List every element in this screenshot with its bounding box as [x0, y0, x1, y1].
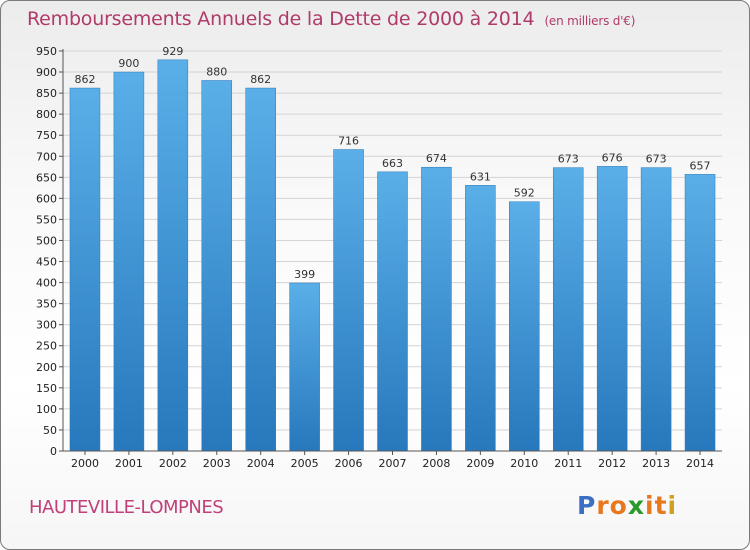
y-tick-label: 700 — [36, 150, 57, 163]
y-tick-label: 850 — [36, 87, 57, 100]
bar-2009 — [465, 185, 496, 452]
y-tick-label: 300 — [36, 319, 57, 332]
bar-2013 — [640, 167, 672, 452]
x-tick-label-2013: 2013 — [642, 457, 670, 470]
chart-title-text: Remboursements Annuels de la Dette de 20… — [27, 8, 535, 30]
bar-2008 — [421, 166, 452, 452]
chart-title: Remboursements Annuels de la Dette de 20… — [27, 8, 635, 30]
y-tick-label: 750 — [36, 129, 57, 142]
y-tick-label: 800 — [36, 108, 57, 121]
proxiti-logo: Proxiti — [577, 491, 677, 520]
y-tick-label: 950 — [36, 45, 57, 58]
bar-2002 — [157, 59, 189, 452]
logo-letter: x — [627, 491, 645, 520]
x-tick-label-2011: 2011 — [554, 457, 582, 470]
value-label-2005: 399 — [294, 268, 315, 281]
bar-2006 — [333, 149, 364, 452]
value-label-2008: 674 — [426, 152, 447, 165]
x-tick-label-2012: 2012 — [598, 457, 626, 470]
bar-2003 — [201, 80, 233, 452]
logo-letter: i — [645, 491, 655, 520]
value-label-2011: 673 — [558, 153, 579, 166]
y-tick-label: 250 — [36, 340, 57, 353]
logo-letter: o — [609, 491, 628, 520]
value-label-2002: 929 — [162, 45, 183, 58]
y-tick-label: 100 — [36, 403, 57, 416]
y-tick-label: 600 — [36, 192, 57, 205]
x-tick-label-2005: 2005 — [291, 457, 319, 470]
x-tick-label-2003: 2003 — [203, 457, 231, 470]
y-tick-label: 0 — [50, 445, 57, 458]
y-tick-label: 500 — [36, 234, 57, 247]
x-tick-label-2004: 2004 — [247, 457, 275, 470]
value-label-2000: 862 — [74, 73, 95, 86]
logo-letter: t — [654, 491, 668, 520]
x-tick-label-2000: 2000 — [71, 457, 99, 470]
value-label-2009: 631 — [470, 170, 491, 183]
commune-name: HAUTEVILLE-LOMPNES — [29, 497, 224, 518]
y-tick-label: 900 — [36, 66, 57, 79]
y-tick-label: 650 — [36, 171, 57, 184]
value-label-2014: 657 — [690, 159, 711, 172]
axes: 0 50 100 150 200 250 300 350 400 450 500 550 600 650 7… — [36, 45, 722, 470]
y-tick-label: 350 — [36, 298, 57, 311]
logo-letter: P — [577, 491, 597, 520]
value-label-2012: 676 — [602, 151, 623, 164]
x-tick-label-2014: 2014 — [686, 457, 714, 470]
y-tick-label: 50 — [43, 424, 57, 437]
bar-2004 — [245, 87, 276, 452]
bar-series — [69, 59, 716, 452]
y-tick-label: 400 — [36, 277, 57, 290]
value-label-2007: 663 — [382, 157, 403, 170]
value-label-2004: 862 — [250, 73, 271, 86]
x-tick-label-2007: 2007 — [379, 457, 407, 470]
bar-2014 — [684, 174, 716, 452]
logo-letter: i — [667, 491, 678, 520]
value-label-2010: 592 — [514, 187, 535, 200]
x-tick-label-2006: 2006 — [335, 457, 363, 470]
y-tick-label: 200 — [36, 361, 57, 374]
y-tick-label: 150 — [36, 382, 57, 395]
x-tick-label-2002: 2002 — [159, 457, 187, 470]
y-tick-label: 450 — [36, 256, 57, 269]
bar-2005 — [289, 282, 320, 452]
x-tick-label-2001: 2001 — [115, 457, 143, 470]
bar-2012 — [596, 166, 628, 452]
logo-letter: r — [596, 491, 610, 520]
x-tick-label-2010: 2010 — [510, 457, 538, 470]
value-label-2003: 880 — [206, 65, 227, 78]
value-label-2006: 716 — [338, 135, 359, 148]
bar-2007 — [377, 171, 408, 452]
x-tick-label-2008: 2008 — [422, 457, 450, 470]
value-label-2013: 673 — [646, 153, 667, 166]
value-labels: 862 900 929 880 862 399 716 663 674 631 592 673 676 6… — [74, 45, 710, 281]
value-label-2001: 900 — [118, 57, 139, 70]
bar-2011 — [552, 167, 584, 452]
y-tick-label: 550 — [36, 213, 57, 226]
x-tick-label-2009: 2009 — [466, 457, 494, 470]
chart-unit-note: (en milliers d'€) — [544, 14, 636, 28]
bar-2000 — [69, 87, 101, 452]
bar-2010 — [509, 201, 540, 452]
bar-2001 — [113, 71, 145, 452]
